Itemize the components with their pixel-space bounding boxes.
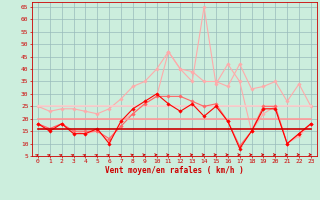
X-axis label: Vent moyen/en rafales ( km/h ): Vent moyen/en rafales ( km/h ): [105, 166, 244, 175]
